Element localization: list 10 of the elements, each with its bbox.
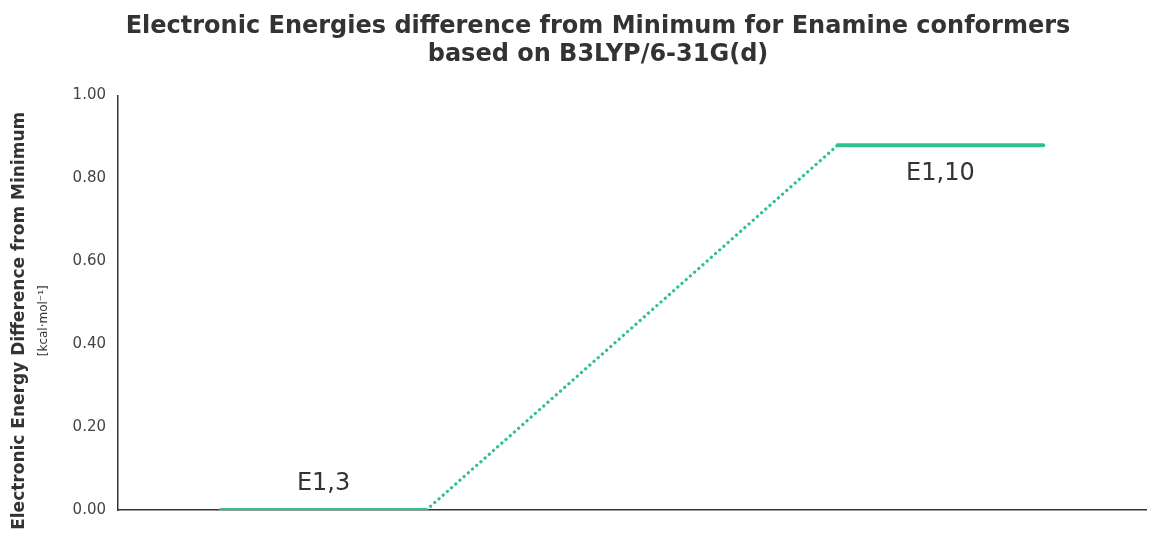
y-tick-label: 0.00 [72,499,106,518]
y-tick-label: 0.60 [72,251,106,270]
chart-title: Electronic Energies difference from Minimum for Enamine conformers based on B3LYP/6-31G(d) [125,10,1071,68]
y-tick-label: 0.40 [72,334,106,353]
y-tick-label: 1.00 [72,85,106,104]
series-label: E1,10 [906,157,975,186]
y-axis-title: Electronic Energy Difference from Minimum [kcal·mol⁻¹] [8,111,51,530]
y-tick-label: 0.80 [72,168,106,187]
series-label: E1,3 [296,468,351,497]
y-tick-label: 0.20 [72,417,106,436]
